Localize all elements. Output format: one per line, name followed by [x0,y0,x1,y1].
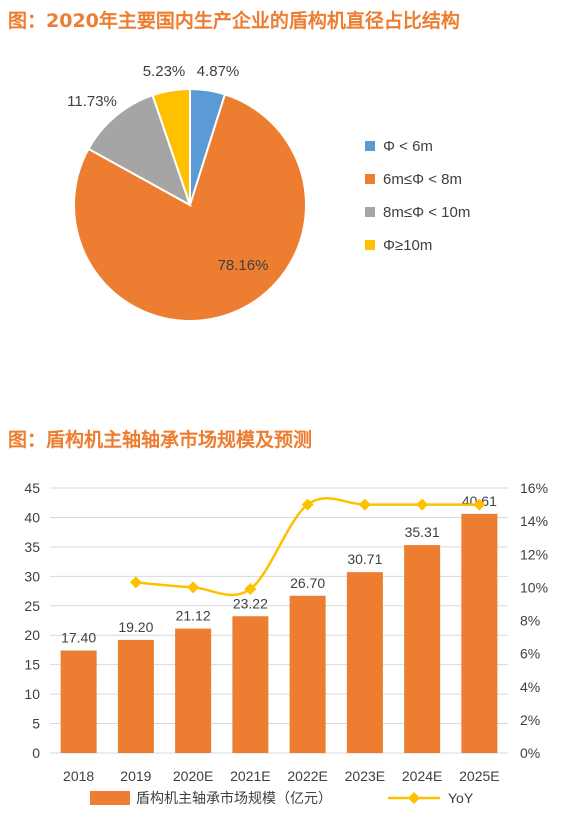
y-right-tick-label: 14% [520,513,548,529]
legend-swatch [365,207,375,217]
y-right-tick-label: 8% [520,613,540,629]
legend-label: Φ < 6m [383,138,433,155]
pie-chart: 4.87% 78.16% 11.73% 5.23% Φ < 6m 6m≤Φ < 8m 8m≤… [67,63,470,322]
bar-value-label: 30.71 [347,551,382,567]
y-left-tick-label: 0 [32,745,40,761]
legend-label: 8m≤Φ < 10m [383,204,470,221]
x-tick-label: 2025E [459,768,499,784]
pie-chart-title: 图：2020年主要国内生产企业的盾构机直径占比结构 [8,10,460,32]
y-right-tick-label: 10% [520,579,548,595]
pie-value-label: 5.23% [143,63,186,80]
pie-slice [87,93,192,208]
bar [289,595,326,753]
legend-swatch [365,174,375,184]
y-right-tick-label: 16% [520,480,548,496]
bar-value-label: 35.31 [405,524,440,540]
bar [175,628,212,753]
pie-slice [151,87,191,206]
bar-value-label: 19.20 [118,619,153,635]
y-left-tick-label: 5 [32,716,40,732]
y-left-tick-label: 25 [24,598,40,614]
x-tick-label: 2024E [402,768,442,784]
bar [232,616,269,753]
legend-swatch-bar [90,791,130,805]
legend-swatch [365,240,375,250]
legend-swatch [365,141,375,151]
yoy-marker [416,498,429,511]
bar-line-chart: 0 5 10 15 20 25 30 35 40 45 0% 2% 4% 6% 8% 10% 12% 14% 16%… [24,480,548,806]
bar-value-label: 21.12 [176,608,211,624]
y-left-tick-label: 35 [24,539,40,555]
bar-value-label: 26.70 [290,575,325,591]
x-tick-label: 2020E [173,768,213,784]
bar [117,639,154,753]
y-right-tick-label: 12% [520,546,548,562]
yoy-marker [187,581,200,594]
pie-value-label: 4.87% [197,63,240,80]
bar [461,513,498,753]
y-right-tick-label: 4% [520,679,540,695]
yoy-marker [473,498,486,511]
y-right-tick-label: 2% [520,712,540,728]
legend-label: Φ≥10m [383,237,432,254]
x-tick-label: 2022E [287,768,327,784]
legend-label-bar: 盾构机主轴承市场规模（亿元） [136,790,332,806]
yoy-marker [129,576,142,589]
y-left-tick-label: 45 [24,480,40,496]
bar [346,572,383,753]
y-right-tick-label: 6% [520,646,540,662]
bar [60,650,97,753]
legend-label-yoy: YoY [448,790,474,806]
legend-label: 6m≤Φ < 8m [383,171,462,188]
x-tick-label: 2018 [63,768,94,784]
y-left-tick-label: 40 [24,509,40,525]
pie-value-label: 78.16% [218,257,269,274]
x-tick-label: 2021E [230,768,270,784]
bar [404,545,441,753]
pie-slice [73,93,307,322]
x-tick-label: 2023E [345,768,385,784]
legend-marker-yoy [408,792,420,804]
yoy-marker [358,498,371,511]
yoy-marker [244,583,257,596]
x-tick-label: 2019 [120,768,151,784]
bar-chart-title: 图：盾构机主轴轴承市场规模及预测 [8,429,313,451]
pie-value-label: 11.73% [67,93,117,110]
y-left-tick-label: 15 [24,657,40,673]
y-left-tick-label: 10 [24,686,40,702]
yoy-marker [301,498,314,511]
bar-value-label: 23.22 [233,595,268,611]
y-left-tick-label: 30 [24,568,40,584]
y-right-tick-label: 0% [520,745,540,761]
bar-value-label: 17.40 [61,630,96,646]
y-left-tick-label: 20 [24,627,40,643]
